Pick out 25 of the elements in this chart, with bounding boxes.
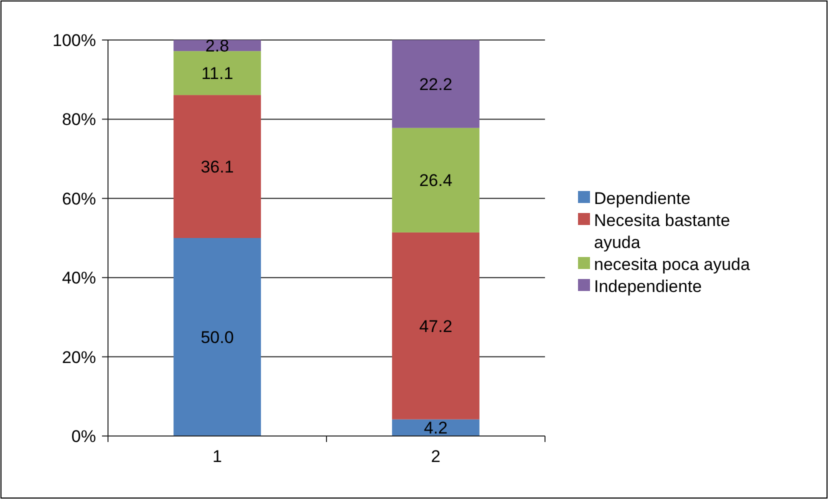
data-label: 36.1	[200, 157, 234, 176]
bar	[174, 238, 261, 436]
x-tick-label: 1	[212, 447, 222, 466]
bar	[174, 95, 261, 238]
y-tick-label: 0%	[71, 426, 96, 446]
data-label: 47.2	[419, 316, 452, 336]
y-tick-label: 60%	[62, 189, 96, 208]
data-label: 50.0	[200, 328, 234, 347]
y-tick-label: 20%	[62, 348, 96, 367]
y-tick-label: 80%	[62, 110, 96, 130]
data-label: 4.2	[424, 418, 448, 438]
bar	[392, 40, 480, 128]
legend-label: Independiente	[594, 276, 702, 296]
y-tick-label: 40%	[62, 268, 96, 288]
legend-label: Dependiente	[594, 188, 690, 208]
data-label: 11.1	[201, 64, 234, 84]
bar	[174, 51, 261, 96]
bar	[392, 128, 480, 232]
bar	[392, 232, 480, 420]
x-tick-label: 2	[431, 447, 440, 466]
data-label: 2.8	[205, 36, 230, 56]
legend-label: necesita poca ayuda	[594, 254, 750, 274]
y-tick-label: 100%	[52, 30, 96, 50]
data-label: 26.4	[419, 171, 452, 190]
data-label: 22.2	[419, 74, 452, 94]
